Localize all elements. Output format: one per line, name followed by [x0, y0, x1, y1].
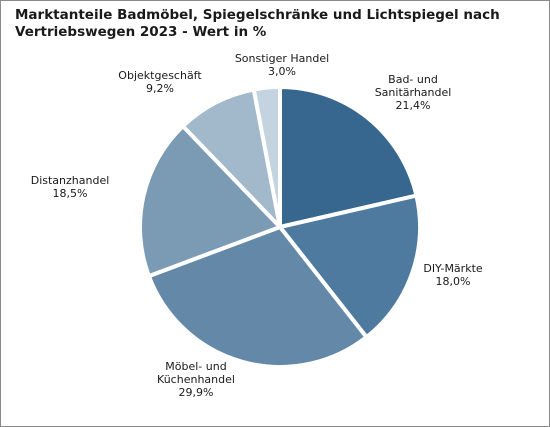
slice-label-line: Distanzhandel: [31, 174, 110, 187]
slice-label-1: DIY-Märkte 18,0%: [423, 262, 483, 288]
slice-label-0: Bad- und Sanitärhandel 21,4%: [375, 73, 452, 112]
pie-slice-1: [278, 193, 422, 340]
slice-value-label: 21,4%: [396, 99, 431, 112]
slice-label-line: Objektgeschäft: [118, 69, 202, 82]
slice-value-label: 18,5%: [53, 187, 88, 200]
pie-slices: [138, 85, 422, 369]
slice-label-line: DIY-Märkte: [423, 262, 483, 275]
slice-value-label: 9,2%: [146, 82, 174, 95]
slice-label-line: Möbel- und: [165, 360, 226, 373]
chart-title-line-1: Marktanteile Badmöbel, Spiegelschränke u…: [15, 7, 500, 23]
slice-label-3: Distanzhandel 18,5%: [31, 174, 110, 200]
slice-value-label: 18,0%: [436, 275, 471, 288]
chart-title-line-2: Vertriebswegen 2023 - Wert in %: [15, 24, 267, 40]
pie-slice-2: [146, 225, 369, 369]
pie-slice-5: [251, 85, 282, 229]
pie-slice-3: [138, 124, 282, 279]
chart-title: Marktanteile Badmöbel, Spiegelschränke u…: [15, 7, 535, 41]
slice-label-line: Sanitärhandel: [375, 86, 452, 99]
slice-value-label: 3,0%: [268, 65, 296, 78]
slice-label-line: Sonstiger Handel: [235, 52, 329, 65]
slice-label-2: Möbel- und Küchenhandel 29,9%: [157, 360, 235, 399]
slice-label-line: Bad- und: [388, 73, 438, 86]
slice-label-5: Sonstiger Handel 3,0%: [235, 52, 329, 78]
slice-label-4: Objektgeschäft 9,2%: [118, 69, 202, 95]
pie-slice-0: [278, 85, 419, 229]
slice-label-line: Küchenhandel: [157, 373, 235, 386]
slice-value-label: 29,9%: [179, 386, 214, 399]
pie-labels: Bad- und Sanitärhandel 21,4% DIY-Märkte 18,0…: [31, 52, 483, 399]
